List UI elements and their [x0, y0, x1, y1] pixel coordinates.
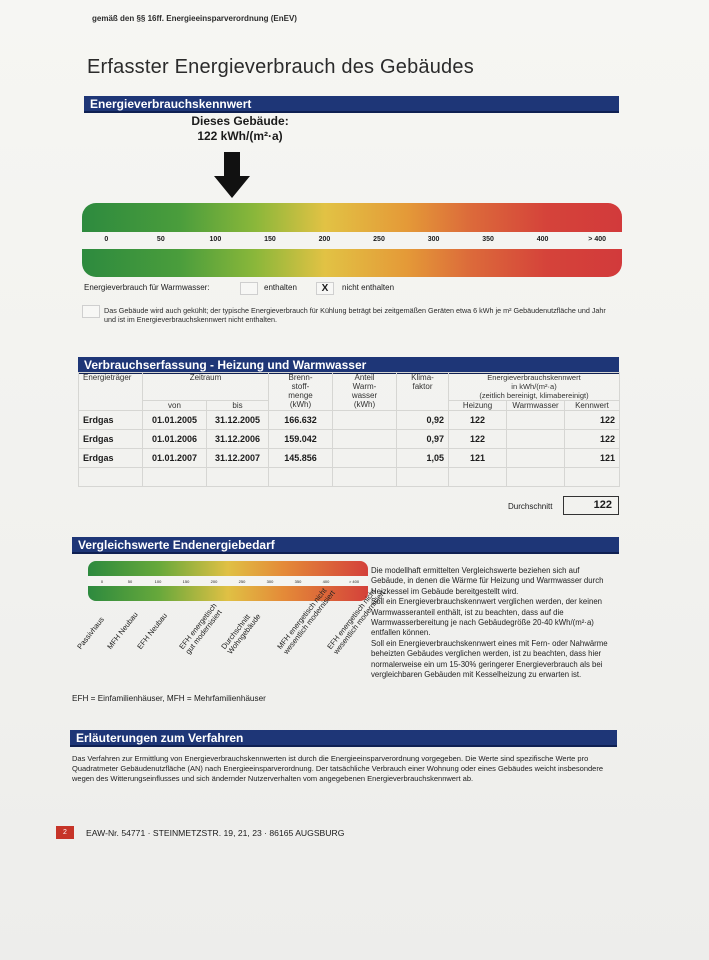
scale-tick-label: 200 [318, 236, 331, 243]
cell-von: 01.01.2005 [142, 410, 207, 430]
cell-kennwert: 122 [564, 429, 620, 449]
scale-tick-label: 0 [104, 236, 109, 243]
down-arrow-icon [214, 152, 250, 198]
mini-scale-tick-label: 0 [100, 579, 104, 584]
explanation-text: Das Verfahren zur Ermittlung von Energie… [72, 754, 604, 783]
header-kennwert: Energieverbrauchskennwert in kWh/(m²·a) … [448, 372, 620, 401]
header-bis: bis [206, 400, 269, 411]
cell-anteil [332, 448, 397, 468]
cell-anteil [332, 429, 397, 449]
comparison-references: Passivhaus MFH Neubau EFH Neubau EFH energe… [70, 586, 387, 690]
mini-scale-tick-label: 350 [294, 579, 302, 584]
page-title: Erfasster Energieverbrauch des Gebäudes [87, 56, 474, 78]
cell-menge: 145.856 [268, 448, 333, 468]
scale-tick-label: 50 [156, 236, 165, 243]
scale-tick-label: > 400 [588, 236, 607, 243]
table-row-empty [78, 467, 620, 487]
average-value: 122 [563, 496, 619, 515]
cell-ww [506, 410, 565, 430]
header-zeitraum: Zeitraum [142, 372, 269, 401]
header-traeger: Energieträger [78, 372, 143, 411]
mini-scale-tick-label: 100 [154, 579, 162, 584]
cell-kennwert: 122 [564, 410, 620, 430]
table-row: Erdgas 01.01.2005 31.12.2005 166.632 0,9… [78, 410, 620, 430]
nicht-enthalten-label: nicht enthalten [342, 283, 395, 292]
scale-tick-label: 400 [536, 236, 549, 243]
comparison-scale: 0 50 100 150 200 250 300 350 400 > 400 [88, 561, 368, 601]
this-building-value: Dieses Gebäude: 122 kWh/(m²·a) [180, 114, 300, 144]
header-von: von [142, 400, 207, 411]
comparison-reference-label: EFH Neubau [135, 611, 169, 651]
page-number: 2 [56, 826, 74, 839]
nicht-enthalten-checkbox[interactable]: X [316, 282, 334, 295]
mini-scale-tick-label: > 400 [348, 579, 360, 584]
cell-traeger: Erdgas [78, 448, 143, 468]
header-kennwert-col: Kennwert [564, 400, 620, 411]
cell-heizung: 122 [448, 429, 507, 449]
this-building-number: 122 kWh/(m²·a) [197, 129, 283, 143]
cell-bis: 31.12.2007 [206, 448, 269, 468]
cell-kennwert: 121 [564, 448, 620, 468]
scale-tick-label: 150 [264, 236, 276, 243]
comparison-description: Die modellhaft ermittelten Vergleichswer… [371, 566, 608, 680]
section-header-erlaeuterung: Erläuterungen zum Verfahren [70, 730, 617, 747]
scale-tick-label: 300 [427, 236, 440, 243]
enthalten-checkbox[interactable] [240, 282, 258, 295]
cell-bis: 31.12.2006 [206, 429, 269, 449]
efh-mfh-legend: EFH = Einfamilienhäuser, MFH = Mehrfamil… [72, 694, 266, 703]
header-klima: Klima- faktor [396, 372, 449, 411]
enthalten-label: enthalten [264, 283, 297, 292]
kuehlung-checkbox[interactable] [82, 305, 100, 318]
energy-scale: 0 50 100 150 200 250 300 350 400 > 400 [82, 203, 622, 277]
cell-klima: 0,92 [396, 410, 449, 430]
cell-menge: 166.632 [268, 410, 333, 430]
header-anteil: Anteil Warm- wasser (kWh) [332, 372, 397, 411]
cell-heizung: 121 [448, 448, 507, 468]
verbrauch-table: Energieträger Zeitraum Brenn- stoff- men… [78, 372, 620, 487]
scale-tick-label: 100 [209, 236, 222, 243]
mini-scale-tick-label: 400 [322, 579, 330, 584]
table-header-row: Energieträger Zeitraum Brenn- stoff- men… [78, 372, 620, 411]
cell-ww [506, 429, 565, 449]
table-row: Erdgas 01.01.2006 31.12.2006 159.042 0,9… [78, 429, 620, 449]
mini-scale-tick-label: 250 [238, 579, 246, 584]
average-label: Durchschnitt [508, 502, 553, 511]
cell-heizung: 122 [448, 410, 507, 430]
page-footer: 2 EAW-Nr. 54771 · STEINMETZSTR. 19, 21, … [56, 826, 344, 839]
comparison-reference-label: Passivhaus [75, 615, 106, 651]
cell-klima: 1,05 [396, 448, 449, 468]
cell-klima: 0,97 [396, 429, 449, 449]
law-reference: gemäß den §§ 16ff. Energieeinsparverordn… [92, 14, 297, 23]
scale-tick-label: 250 [373, 236, 385, 243]
cell-anteil [332, 410, 397, 430]
cell-menge: 159.042 [268, 429, 333, 449]
mini-scale-tick-label: 50 [127, 579, 133, 584]
this-building-label: Dieses Gebäude: [191, 114, 289, 128]
comparison-scale-ticks: 0 50 100 150 200 250 300 350 400 > 400 [88, 576, 368, 586]
energy-scale-ticks: 0 50 100 150 200 250 300 350 400 > 400 [82, 232, 622, 249]
comparison-reference-label: Durchschnitt Wohngebäude [219, 611, 263, 656]
mini-scale-tick-label: 150 [182, 579, 190, 584]
cell-ww [506, 448, 565, 468]
cell-traeger: Erdgas [78, 410, 143, 430]
cell-bis: 31.12.2005 [206, 410, 269, 430]
comparison-reference-label: EFH energetisch gut modernisiert [177, 601, 224, 656]
mini-scale-tick-label: 300 [266, 579, 274, 584]
warmwasser-label: Energieverbrauch für Warmwasser: [84, 283, 210, 292]
table-row: Erdgas 01.01.2007 31.12.2007 145.856 1,0… [78, 448, 620, 468]
cell-von: 01.01.2007 [142, 448, 207, 468]
scale-tick-label: 350 [482, 236, 494, 243]
cell-traeger: Erdgas [78, 429, 143, 449]
header-heizung: Heizung [448, 400, 507, 411]
section-header-kennwert: Energieverbrauchskennwert [84, 96, 619, 113]
section-header-vergleich: Vergleichswerte Endenergiebedarf [72, 537, 619, 554]
kuehlung-note: Das Gebäude wird auch gekühlt; der typis… [104, 306, 606, 324]
header-brennstoff: Brenn- stoff- menge (kWh) [268, 372, 333, 411]
mini-scale-tick-label: 200 [210, 579, 218, 584]
footer-address: EAW-Nr. 54771 · STEINMETZSTR. 19, 21, 23… [86, 827, 345, 838]
header-warmwasser: Warmwasser [506, 400, 565, 411]
cell-von: 01.01.2006 [142, 429, 207, 449]
